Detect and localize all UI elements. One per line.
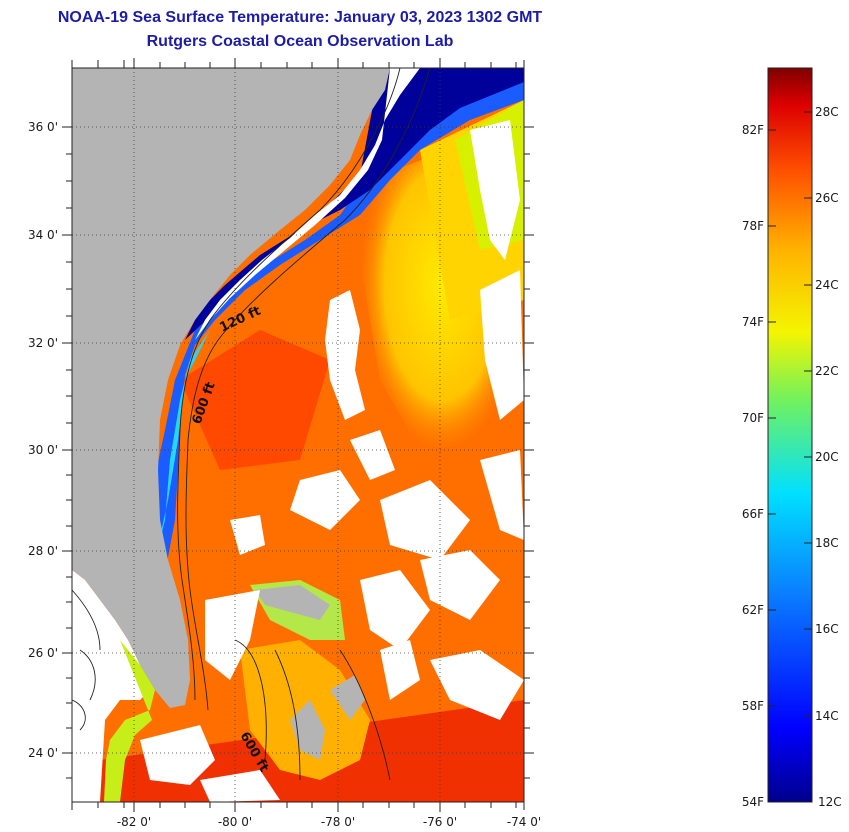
map-frame	[71, 67, 525, 803]
gulf-green-patch	[104, 640, 155, 802]
lon-label-74w: -74 0'	[507, 815, 541, 829]
cb-f-66: 66F	[742, 507, 764, 521]
lon-label-76w: -76 0'	[423, 815, 457, 829]
graticule	[72, 68, 524, 802]
lat-label-26n: 26 0'	[28, 646, 58, 660]
map-subtitle: Rutgers Coastal Ocean Observation Lab	[146, 33, 454, 50]
cb-c-16: 16C	[815, 622, 839, 636]
lat-label-32n: 32 0'	[28, 336, 58, 350]
cb-f-62: 62F	[742, 603, 764, 617]
lon-label-78w: -78 0'	[321, 815, 355, 829]
bahamas-land-1	[255, 585, 330, 620]
lon-label-80w: -80 0'	[218, 815, 252, 829]
bahamas-land-3	[330, 675, 365, 720]
lon-label-82w: -82 0'	[117, 815, 151, 829]
contour-600ft	[185, 68, 431, 711]
lat-label-36n: 36 0'	[28, 120, 58, 134]
colorbar-gradient	[767, 67, 813, 803]
cb-f-58: 58F	[742, 699, 764, 713]
contour-bahamas-600ft	[234, 639, 391, 781]
coastline-florida-west	[72, 589, 101, 731]
contour-120ft	[177, 68, 401, 701]
ocean-deep-cold	[185, 68, 524, 340]
cb-f-54: 54F	[742, 795, 764, 809]
gulf-nodata	[72, 570, 150, 802]
cb-c-18: 18C	[815, 536, 839, 550]
cb-c-12: 12C	[818, 795, 842, 809]
map-panel	[72, 68, 524, 802]
cb-c-26: 26C	[815, 191, 839, 205]
nearshore-nodata	[195, 68, 420, 340]
cb-f-74: 74F	[742, 315, 764, 329]
cb-c-14: 14C	[815, 709, 839, 723]
cb-f-82: 82F	[742, 123, 764, 137]
cloud-cover	[140, 120, 524, 802]
colorbar: 82F 78F 74F 70F 66F 62F 58F 54F 28C 26C …	[742, 67, 842, 809]
lat-label-24n: 24 0'	[28, 746, 58, 760]
map-title: NOAA-19 Sea Surface Temperature: January…	[57, 9, 543, 26]
cb-c-28: 28C	[815, 105, 839, 119]
cb-f-78: 78F	[742, 219, 764, 233]
cb-c-22: 22C	[815, 364, 839, 378]
ocean-hot-patch	[180, 330, 330, 470]
lat-label-30n: 30 0'	[28, 443, 58, 457]
cb-c-24: 24C	[815, 278, 839, 292]
land-us-southeast	[72, 68, 390, 708]
lat-label-28n: 28 0'	[28, 544, 58, 558]
cb-f-70: 70F	[742, 411, 764, 425]
cb-c-20: 20C	[815, 450, 839, 464]
lat-label-34n: 34 0'	[28, 228, 58, 242]
tick-marks	[62, 58, 534, 812]
